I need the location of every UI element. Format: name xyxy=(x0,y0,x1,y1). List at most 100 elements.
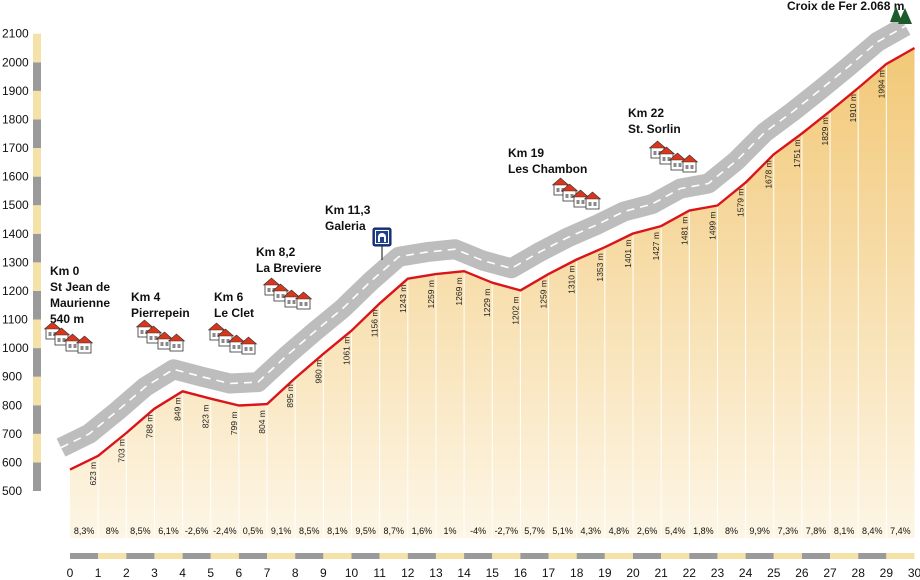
elevation-label: 1243 m xyxy=(398,285,408,313)
annotation-pierrepein: Km 4 Pierrepein xyxy=(131,290,190,352)
annotation-galeria: Km 11,3 Galeria xyxy=(325,203,392,260)
place-label: Croix de Fer 2.068 m xyxy=(787,0,904,13)
x-tick-label: 5 xyxy=(207,566,214,580)
y-axis-stripe xyxy=(33,405,41,434)
elevation-label: 799 m xyxy=(229,412,239,436)
x-axis-stripe xyxy=(661,553,690,559)
x-tick-label: 22 xyxy=(683,566,697,580)
gradient-label: 5,1% xyxy=(552,526,573,536)
x-axis-stripe xyxy=(576,553,605,559)
x-axis-stripe xyxy=(830,553,859,559)
gradient-label: 8,4% xyxy=(862,526,883,536)
x-tick-label: 30 xyxy=(908,566,920,580)
place-label: Maurienne xyxy=(50,296,110,310)
profile-line xyxy=(69,46,916,471)
place-label: Km 8,2 xyxy=(256,245,296,259)
x-axis-stripe xyxy=(323,553,352,559)
house-shape xyxy=(168,333,185,352)
gradient-label: 1% xyxy=(444,526,457,536)
y-tick-label: 1100 xyxy=(2,313,28,327)
annotation-le-clet: Km 6 Le Clet xyxy=(208,290,257,355)
x-tick-label: 4 xyxy=(179,566,186,580)
x-axis-stripe xyxy=(717,553,746,559)
x-tick-label: 10 xyxy=(345,566,359,580)
y-tick-label: 2000 xyxy=(2,55,29,69)
gradient-label: 9,5% xyxy=(355,526,376,536)
x-tick-label: 20 xyxy=(626,566,640,580)
x-tick-label: 18 xyxy=(570,566,584,580)
y-tick-label: 1600 xyxy=(2,170,29,184)
x-axis-stripe xyxy=(689,553,718,559)
y-axis-stripe xyxy=(33,290,41,320)
gradient-label: 4,8% xyxy=(609,526,630,536)
elevation-label: 1427 m xyxy=(651,232,661,260)
x-tick-label: 13 xyxy=(429,566,443,580)
annotation-st-jean: Km 0 St Jean de Maurienne 540 m xyxy=(44,264,110,354)
gradient-label: 7,4% xyxy=(890,526,911,536)
x-axis-stripe xyxy=(633,553,662,559)
gradient-label: 1,6% xyxy=(412,526,433,536)
y-axis-stripe xyxy=(33,348,41,377)
gradient-label: -2,7% xyxy=(495,526,519,536)
gradient-label: 8,1% xyxy=(834,526,855,536)
y-tick-label: 1000 xyxy=(2,341,29,355)
gradient-label: -4% xyxy=(470,526,486,536)
y-tick-label: 1500 xyxy=(2,198,29,212)
place-label: Galeria xyxy=(325,219,366,233)
house-shape xyxy=(295,291,312,310)
elevation-label: 1156 m xyxy=(370,310,380,338)
y-axis-stripe xyxy=(33,148,41,177)
place-label: 540 m xyxy=(50,312,84,326)
elevation-label: 1829 m xyxy=(820,117,830,145)
x-tick-label: 26 xyxy=(795,566,809,580)
x-tick-label: 9 xyxy=(320,566,327,580)
elevation-label: 623 m xyxy=(88,462,98,486)
y-axis-stripe xyxy=(33,33,41,63)
road-band xyxy=(56,17,911,457)
x-tick-label: 21 xyxy=(654,566,668,580)
gradient-label: 8,1% xyxy=(327,526,348,536)
place-label: Km 19 xyxy=(508,146,544,160)
x-axis-stripe xyxy=(435,553,465,559)
x-tick-label: 24 xyxy=(739,566,753,580)
village-icon xyxy=(44,321,93,354)
y-tick-label: 2100 xyxy=(2,27,29,41)
village-icon xyxy=(263,277,312,310)
x-tick-label: 27 xyxy=(823,566,837,580)
y-axis-stripe xyxy=(33,233,41,263)
gradient-label: 0,5% xyxy=(243,526,264,536)
x-tick-label: 8 xyxy=(292,566,299,580)
x-axis-stripe xyxy=(548,553,577,559)
house-shape xyxy=(76,335,93,354)
x-tick-label: 1 xyxy=(95,566,102,580)
elevation-label: 804 m xyxy=(257,410,267,434)
y-tick-label: 1900 xyxy=(2,84,29,98)
place-label: Km 4 xyxy=(131,290,161,304)
tunnel-sign-icon xyxy=(372,227,392,260)
elevation-label: 788 m xyxy=(144,415,154,439)
y-tick-label: 1300 xyxy=(2,255,29,269)
place-label: Le Clet xyxy=(214,306,254,320)
y-tick-label: 700 xyxy=(2,427,22,441)
gradient-label: 8,5% xyxy=(299,526,320,536)
y-axis-stripe xyxy=(33,433,41,463)
elevation-label: 1269 m xyxy=(454,277,464,305)
place-label: Les Chambon xyxy=(508,162,587,176)
x-tick-label: 11 xyxy=(373,566,386,580)
house-shape xyxy=(240,336,257,355)
x-axis-stripe xyxy=(492,553,521,559)
elevation-label: 1310 m xyxy=(567,266,577,294)
place-label: Km 0 xyxy=(50,264,80,278)
x-axis-stripe xyxy=(773,553,802,559)
y-tick-label: 1200 xyxy=(2,284,29,298)
gradient-label: 4,3% xyxy=(581,526,602,536)
x-axis-stripe xyxy=(604,553,633,559)
gradient-label: 7,3% xyxy=(778,526,799,536)
x-tick-label: 25 xyxy=(767,566,781,580)
y-axis-stripe xyxy=(33,462,41,491)
y-axis-stripe xyxy=(33,62,41,91)
place-label: La Breviere xyxy=(256,261,322,275)
x-axis-stripe xyxy=(295,553,324,559)
x-axis-stripe xyxy=(70,553,99,559)
